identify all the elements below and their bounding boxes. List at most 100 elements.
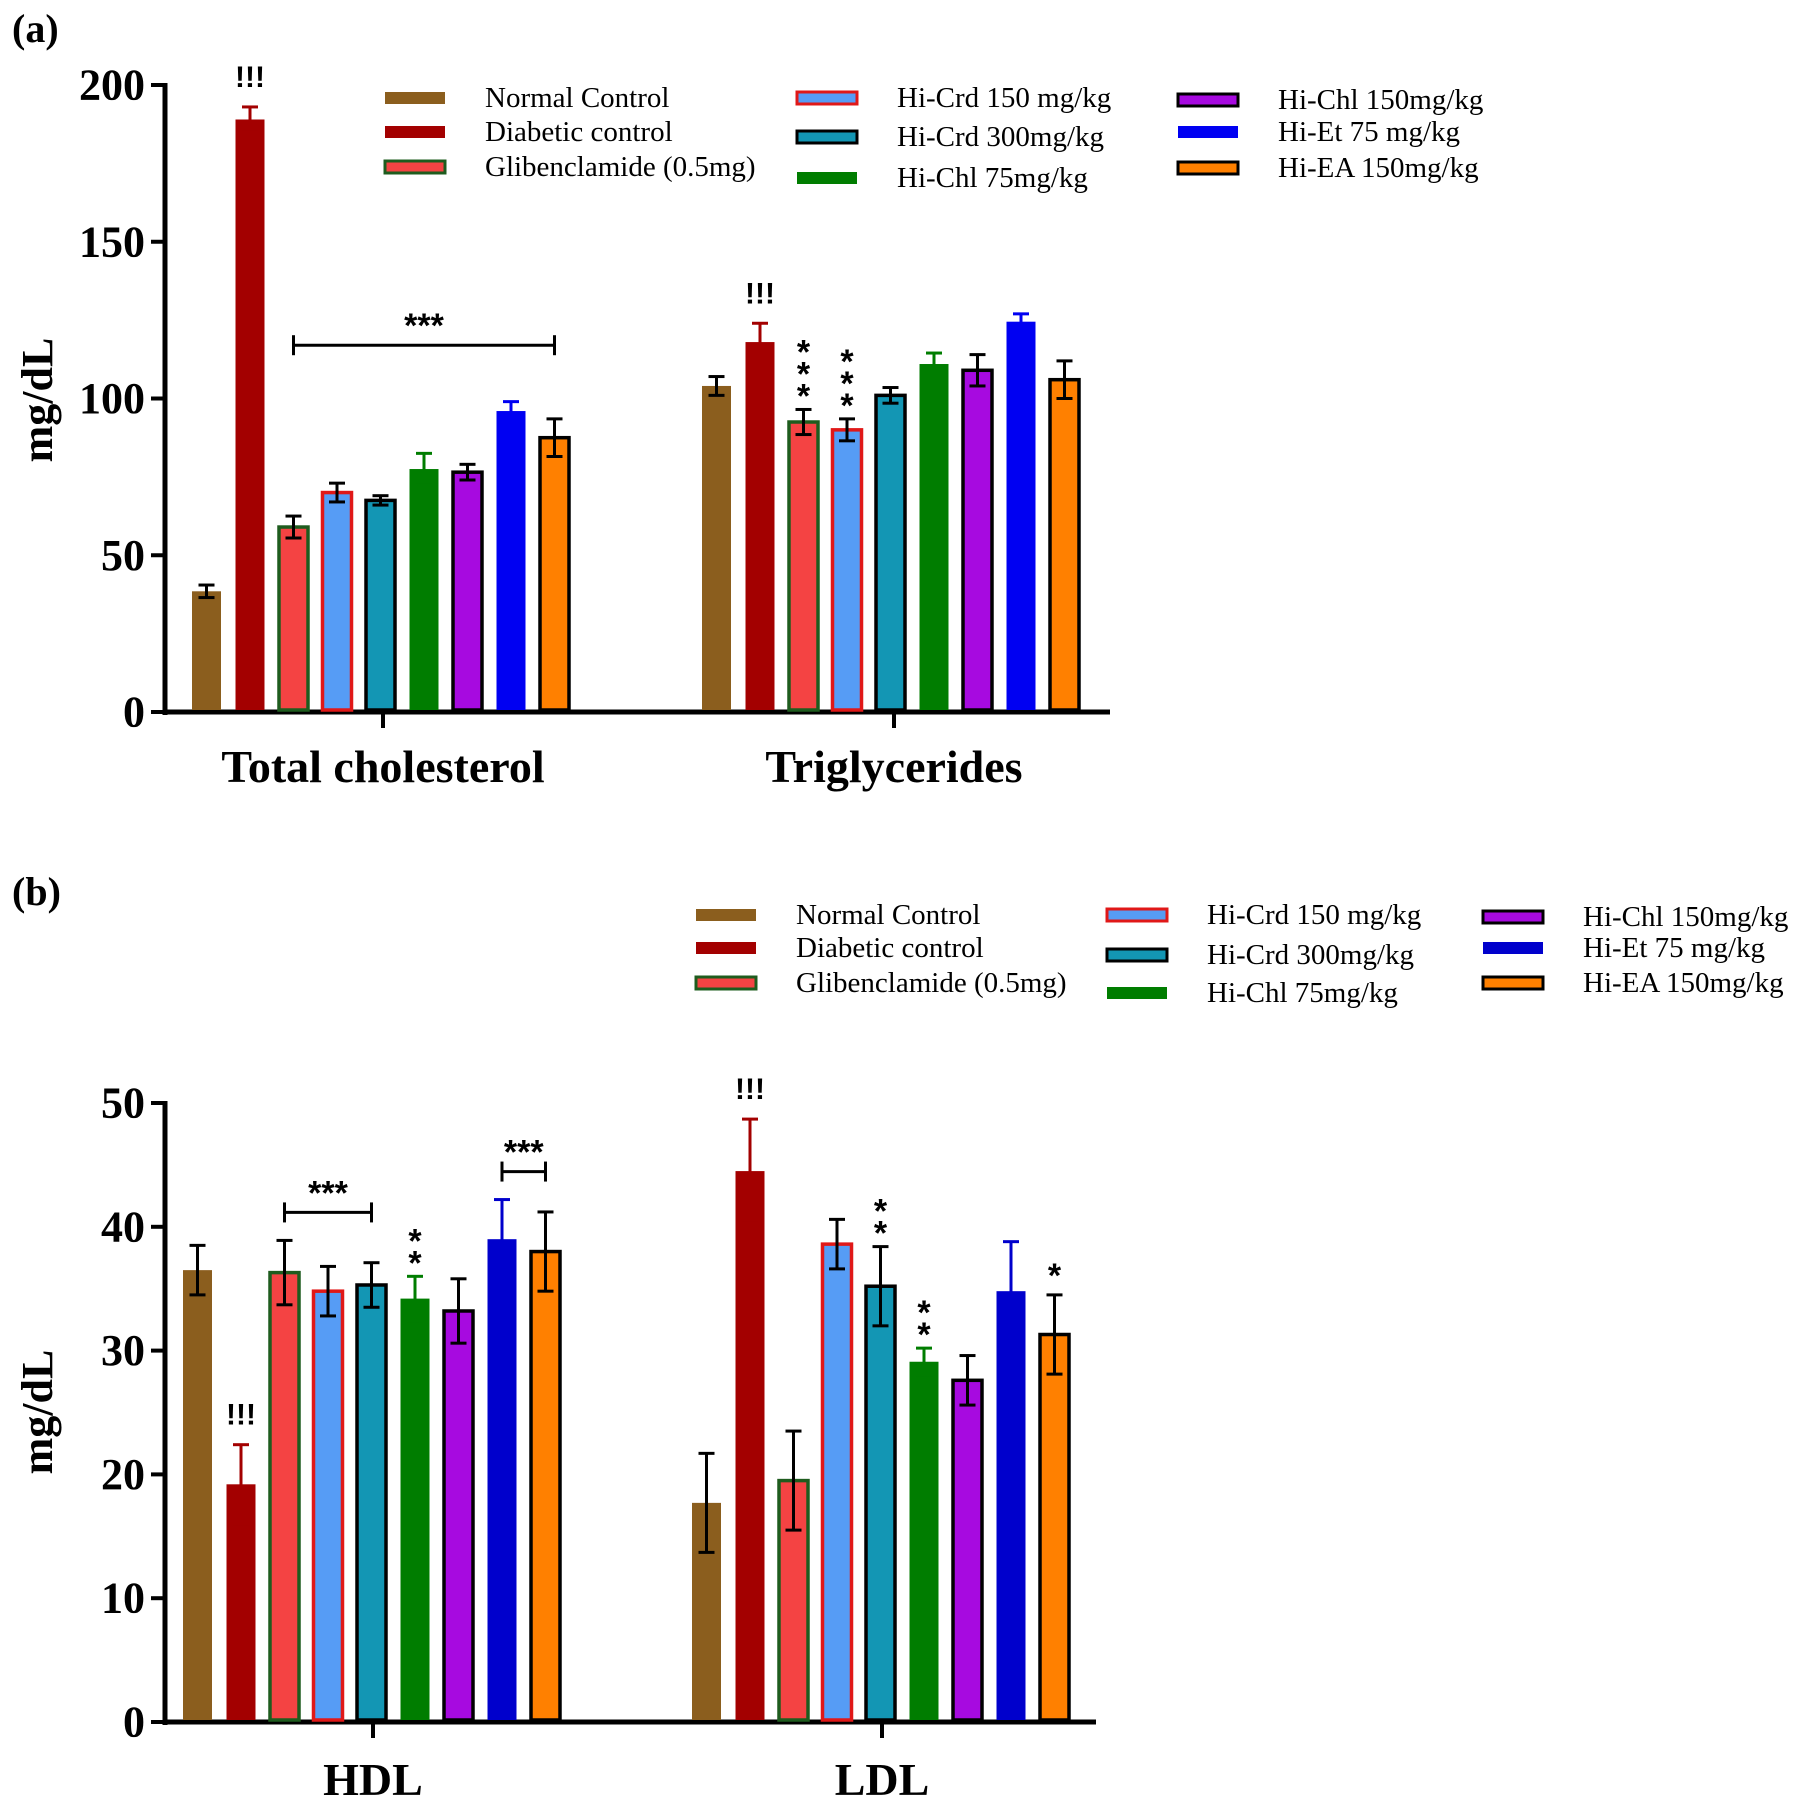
legend-swatch — [795, 90, 859, 106]
diabetic-significance-marker: !!! — [226, 1399, 256, 1432]
significance-star: * — [917, 1294, 931, 1332]
bar-glibenclamide-0-5mg- — [787, 420, 820, 712]
bar-glibenclamide-0-5mg- — [268, 1270, 301, 1722]
bar-hi-crd-150-mg-kg — [830, 428, 864, 712]
significance-star: * — [797, 377, 811, 415]
significance-marker: * * — [874, 1193, 888, 1253]
y-tick-label: 40 — [101, 1202, 145, 1251]
legend-label: Normal Control — [796, 899, 980, 931]
legend-label: Hi-Et 75 mg/kg — [1583, 932, 1765, 964]
bar-hi-ea-150mg-kg — [1048, 377, 1081, 712]
bar-hi-crd-300mg-kg — [364, 498, 397, 712]
legend-swatch — [696, 942, 756, 954]
significance-star: * — [840, 365, 854, 403]
legend-label: Hi-Chl 75mg/kg — [897, 162, 1088, 194]
legend-swatch — [385, 126, 445, 138]
significance-star: * — [840, 387, 854, 425]
bar-hi-crd-150-mg-kg — [320, 490, 354, 712]
bar-hi-et-75-mg-kg — [496, 411, 526, 710]
y-tick-label: 30 — [101, 1326, 145, 1375]
y-tick-label: 10 — [101, 1574, 145, 1623]
bar-normal-control — [183, 1270, 212, 1720]
x-category-label: HDL — [323, 1754, 423, 1805]
significance-star: * — [408, 1244, 422, 1282]
significance-marker: *** — [504, 1134, 544, 1172]
legend-swatch — [1105, 907, 1169, 923]
y-tick-label: 0 — [123, 1698, 145, 1747]
legend-swatch — [385, 92, 445, 104]
bar-hi-chl-75mg-kg — [409, 469, 439, 710]
y-tick-label: 100 — [79, 374, 145, 423]
y-tick-label: 50 — [101, 1079, 145, 1128]
legend-swatch — [797, 172, 857, 184]
y-axis-title: mg/dL — [13, 338, 62, 463]
bar-hi-et-75-mg-kg — [487, 1239, 517, 1720]
x-category-label: LDL — [835, 1754, 930, 1805]
legend-swatch — [795, 129, 859, 145]
significance-marker: *** — [404, 307, 444, 345]
bar-diabetic-control — [235, 119, 265, 711]
legend-swatch — [1105, 947, 1169, 963]
legend-label: Hi-Chl 150mg/kg — [1278, 84, 1483, 116]
bar-hi-crd-300mg-kg — [355, 1283, 388, 1722]
bar-normal-control — [702, 385, 731, 710]
bar-hi-crd-150-mg-kg — [820, 1242, 854, 1722]
legend-label: Hi-Crd 150 mg/kg — [1207, 899, 1421, 931]
significance-marker: *** — [308, 1174, 348, 1212]
legend-swatch — [1481, 975, 1545, 991]
bar-hi-chl-150mg-kg — [961, 368, 994, 712]
legend-label: Hi-Crd 300mg/kg — [1207, 939, 1414, 971]
bar-hi-chl-75mg-kg — [909, 1361, 939, 1720]
panel-a-chart: (a) mg/dL 0 50 100 150 200 Total cholesterol Tri… — [12, 6, 1483, 792]
diabetic-significance-marker: !!! — [745, 277, 775, 310]
significance-star: * — [408, 1222, 422, 1260]
significance-marker: *** — [797, 333, 811, 415]
bar-diabetic-control — [745, 342, 775, 710]
significance-star: * — [874, 1215, 888, 1253]
legend-swatch — [1107, 987, 1167, 999]
bar-hi-chl-150mg-kg — [451, 470, 484, 712]
legend-swatch — [696, 909, 756, 921]
legend-label: Diabetic control — [796, 932, 984, 964]
legend-label: Hi-Et 75 mg/kg — [1278, 116, 1460, 148]
panel-label: (a) — [12, 6, 59, 51]
bar-hi-chl-75mg-kg — [919, 364, 949, 710]
bar-glibenclamide-0-5mg- — [277, 525, 310, 712]
bar-hi-et-75-mg-kg — [1006, 321, 1036, 710]
significance-marker: *** — [840, 343, 854, 425]
bar-hi-chl-150mg-kg — [951, 1378, 984, 1722]
significance-marker: * * — [917, 1294, 931, 1354]
bar-hi-ea-150mg-kg — [529, 1249, 562, 1722]
bar-hi-et-75-mg-kg — [996, 1291, 1026, 1720]
significance-marker: * * — [408, 1222, 422, 1282]
y-tick-label: 0 — [123, 688, 145, 737]
significance-star: * — [874, 1193, 888, 1231]
bar-hi-crd-300mg-kg — [864, 1284, 897, 1722]
legend-label: Hi-Chl 75mg/kg — [1207, 977, 1398, 1009]
bar-hi-ea-150mg-kg — [538, 435, 571, 712]
legend-swatch — [694, 975, 758, 991]
diabetic-significance-marker: !!! — [235, 61, 265, 94]
y-tick-label: 50 — [101, 531, 145, 580]
bar-normal-control — [192, 591, 221, 710]
y-axis-title: mg/dL — [13, 1350, 62, 1475]
significance-star: * — [797, 333, 811, 371]
significance-marker: * — [1048, 1257, 1062, 1295]
significance-star: * — [840, 343, 854, 381]
legend-swatch — [1483, 942, 1543, 954]
diabetic-significance-marker: !!! — [735, 1073, 765, 1106]
panel-label: (b) — [12, 869, 61, 914]
legend-swatch — [1176, 92, 1240, 108]
legend-swatch — [1178, 126, 1238, 138]
y-tick-label: 200 — [79, 61, 145, 110]
legend-label: Normal Control — [485, 82, 669, 114]
legend-label: Hi-EA 150mg/kg — [1583, 967, 1784, 999]
bar-hi-crd-300mg-kg — [874, 393, 907, 712]
legend-label: Hi-Crd 300mg/kg — [897, 121, 1104, 153]
legend-swatch — [1176, 160, 1240, 176]
bar-hi-chl-75mg-kg — [400, 1298, 430, 1720]
legend-label: Diabetic control — [485, 116, 673, 148]
